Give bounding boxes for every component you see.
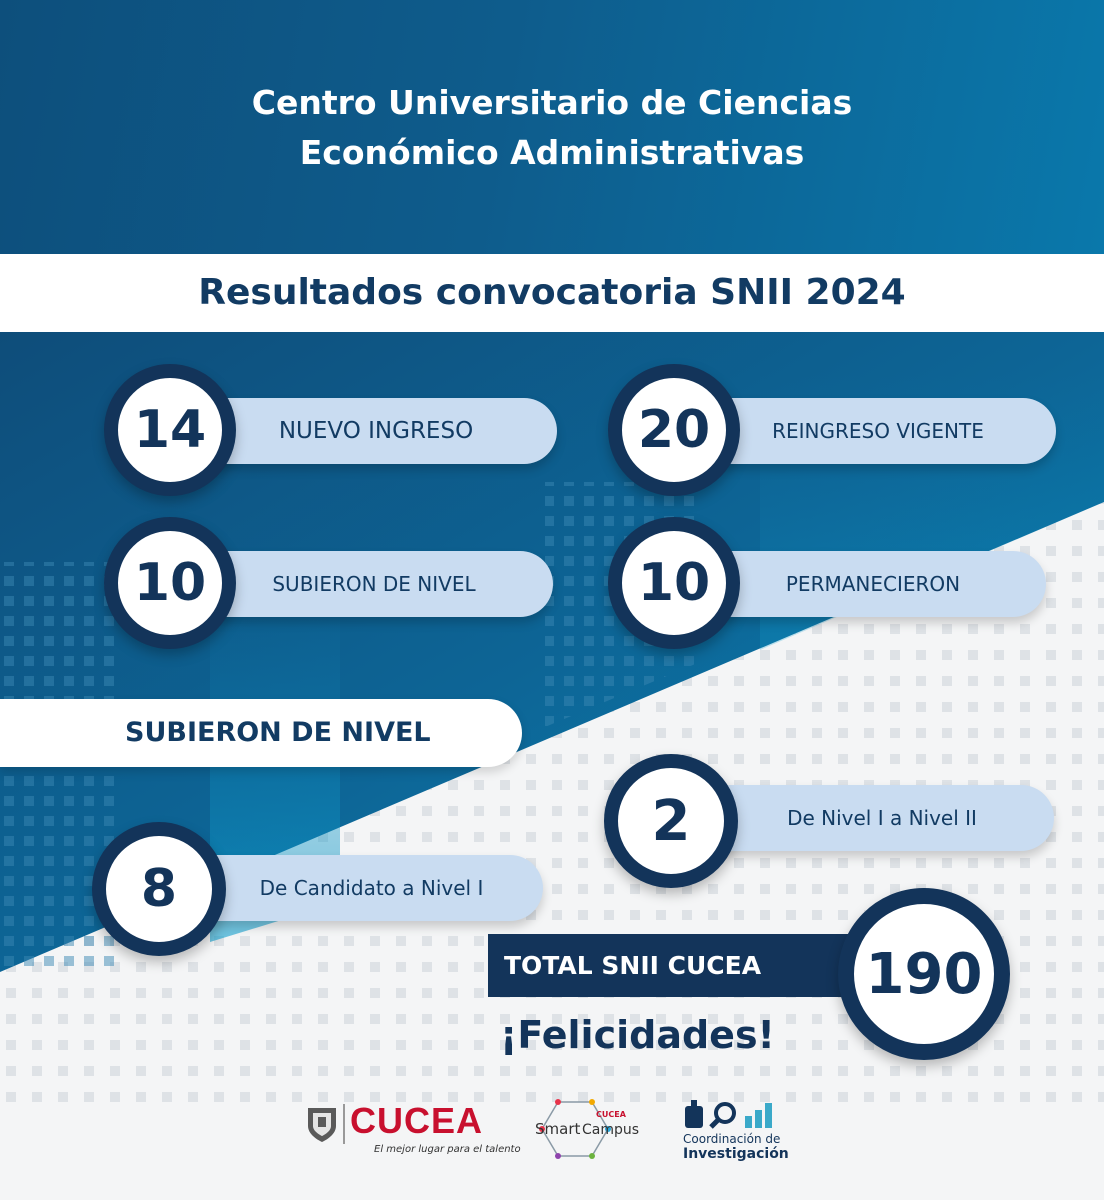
- stat-value-subieron-de-nivel: 10: [104, 517, 236, 649]
- stat-value-reingreso-vigente: 20: [608, 364, 740, 496]
- stat-value-permanecieron: 10: [608, 517, 740, 649]
- level-value-candidato-a-nivel-i: 8: [92, 822, 226, 956]
- logos-footer: CUCEA El mejor lugar para el talento Sma…: [0, 1098, 1104, 1168]
- stat-value-nuevo-ingreso: 14: [104, 364, 236, 496]
- smart-word: Smart: [535, 1120, 581, 1138]
- cucea-tagline: El mejor lugar para el talento: [374, 1144, 521, 1155]
- udg-shield-icon: [308, 1108, 336, 1142]
- results-title: Resultados convocatoria SNII 2024: [198, 272, 906, 313]
- header-banner: [0, 0, 1104, 254]
- level-value-nivel-i-a-ii: 2: [604, 754, 738, 888]
- institution-title: Centro Universitario de Ciencias Económi…: [0, 78, 1104, 178]
- congrats-text: ¡Felicidades!: [500, 1013, 775, 1057]
- cucea-logo-text: CUCEA: [350, 1100, 484, 1141]
- smart-campus-brand: CUCEA: [596, 1110, 626, 1119]
- coordinacion-line1: Coordinación de: [683, 1132, 781, 1146]
- institution-title-line2: Económico Administrativas: [299, 133, 805, 172]
- stat-label-permanecieron: PERMANECIERON: [700, 551, 1046, 617]
- institution-title-line1: Centro Universitario de Ciencias: [251, 83, 853, 122]
- stat-label-reingreso-vigente: REINGRESO VIGENTE: [700, 398, 1056, 464]
- stat-label-nuevo-ingreso: NUEVO INGRESO: [195, 398, 557, 464]
- coordinacion-line2: Investigación: [683, 1146, 789, 1162]
- campus-word: Campus: [582, 1122, 640, 1138]
- total-label: TOTAL SNII CUCEA: [488, 934, 848, 997]
- subtitle-band: [0, 254, 1104, 332]
- level-section-title: SUBIERON DE NIVEL: [0, 699, 522, 767]
- coordinacion-investigacion-icon: [685, 1100, 772, 1129]
- logo-divider: [343, 1104, 345, 1144]
- level-label-candidato-a-nivel-i: De Candidato a Nivel I: [175, 855, 543, 921]
- level-label-nivel-i-a-ii: De Nivel I a Nivel II: [690, 785, 1054, 851]
- total-value: 190: [838, 888, 1010, 1060]
- stat-label-subieron-de-nivel: SUBIERON DE NIVEL: [195, 551, 553, 617]
- smart-campus-hexagon-icon: [539, 1099, 611, 1159]
